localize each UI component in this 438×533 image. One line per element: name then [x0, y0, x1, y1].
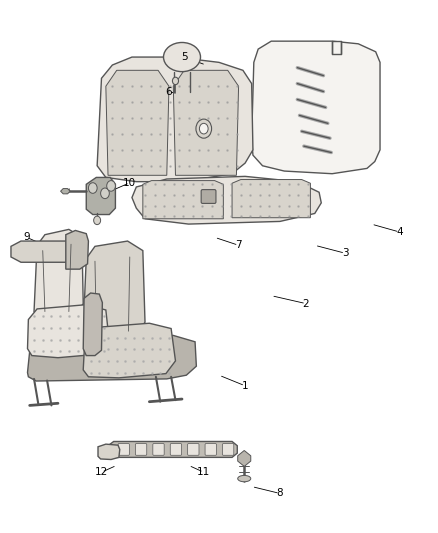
Polygon shape	[83, 241, 145, 340]
FancyBboxPatch shape	[223, 443, 234, 455]
Ellipse shape	[238, 475, 251, 482]
Circle shape	[94, 216, 101, 224]
Circle shape	[173, 77, 179, 85]
Text: 7: 7	[235, 240, 242, 251]
FancyBboxPatch shape	[205, 443, 216, 455]
FancyBboxPatch shape	[153, 443, 164, 455]
Text: 8: 8	[277, 488, 283, 498]
Polygon shape	[83, 293, 102, 356]
Polygon shape	[98, 444, 120, 459]
Text: 1: 1	[242, 381, 248, 391]
Text: 4: 4	[396, 227, 403, 237]
FancyBboxPatch shape	[170, 443, 182, 455]
Polygon shape	[28, 335, 196, 381]
Polygon shape	[34, 229, 83, 319]
Text: 3: 3	[342, 248, 349, 259]
Polygon shape	[66, 230, 88, 269]
Circle shape	[88, 183, 97, 193]
Text: 10: 10	[123, 177, 136, 188]
Text: 5: 5	[181, 52, 187, 62]
Circle shape	[196, 119, 212, 138]
Polygon shape	[232, 180, 311, 217]
Circle shape	[107, 181, 116, 191]
Text: 11: 11	[197, 467, 210, 477]
Text: 6: 6	[166, 86, 172, 96]
FancyBboxPatch shape	[187, 443, 199, 455]
FancyBboxPatch shape	[118, 443, 129, 455]
Polygon shape	[173, 70, 239, 175]
Polygon shape	[332, 41, 341, 54]
Ellipse shape	[163, 43, 201, 71]
Text: 12: 12	[95, 467, 108, 477]
Circle shape	[101, 188, 110, 199]
Text: 2: 2	[303, 298, 309, 309]
Polygon shape	[238, 450, 251, 466]
Circle shape	[199, 123, 208, 134]
Polygon shape	[83, 323, 176, 378]
Polygon shape	[132, 176, 321, 224]
Polygon shape	[97, 57, 253, 182]
Polygon shape	[28, 305, 110, 358]
FancyBboxPatch shape	[135, 443, 147, 455]
Text: 9: 9	[23, 232, 30, 243]
Polygon shape	[106, 70, 169, 175]
Polygon shape	[60, 189, 70, 194]
Polygon shape	[11, 241, 74, 262]
Polygon shape	[252, 41, 380, 174]
Polygon shape	[108, 441, 237, 457]
FancyBboxPatch shape	[201, 190, 216, 204]
Polygon shape	[86, 177, 116, 215]
Polygon shape	[143, 181, 223, 219]
